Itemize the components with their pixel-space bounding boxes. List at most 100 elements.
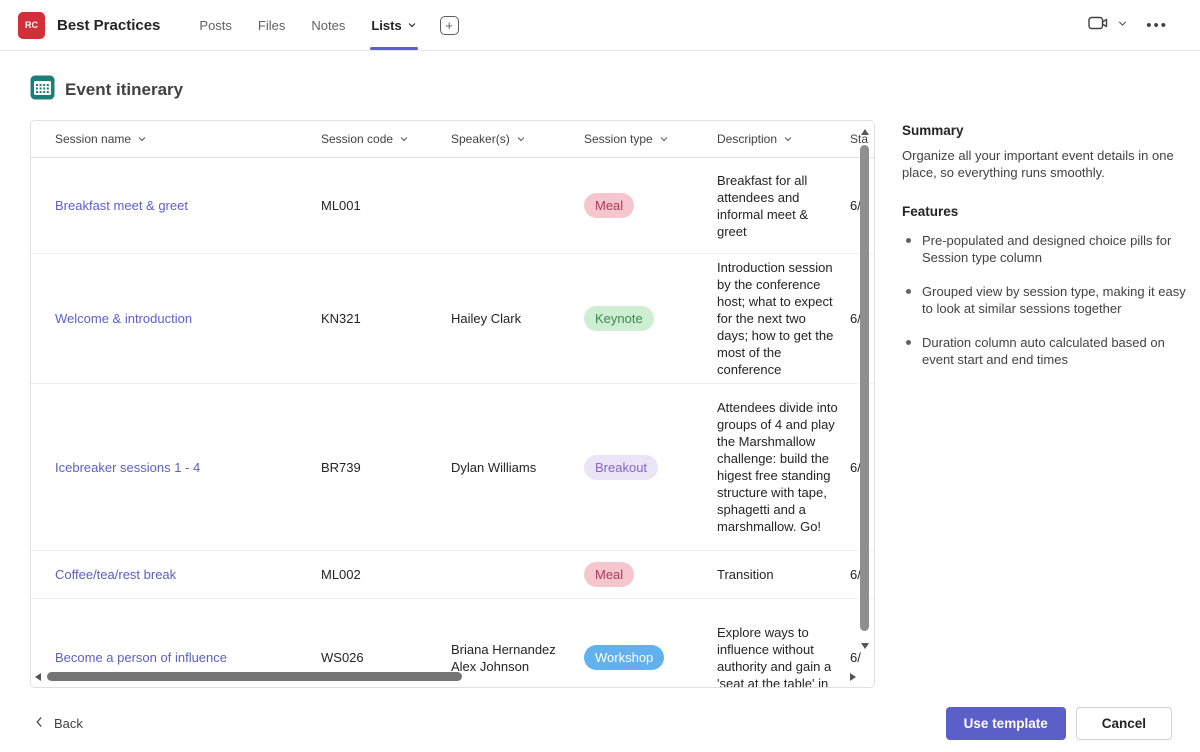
column-header-description[interactable]: Description (717, 132, 850, 146)
horizontal-scrollbar[interactable] (35, 671, 856, 683)
calendar-icon (30, 75, 55, 105)
table-row[interactable]: Breakfast meet & greet ML001 Meal Breakfast… (31, 158, 874, 254)
tab-label: Posts (199, 17, 232, 33)
cancel-button[interactable]: Cancel (1075, 706, 1172, 740)
feature-item: Duration column auto calculated based on… (902, 334, 1194, 368)
chevron-down-icon (659, 134, 669, 144)
tab-notes[interactable]: Notes (298, 0, 358, 50)
start-date-cell: 6/ (850, 459, 861, 475)
column-header-session-type[interactable]: Session type (584, 132, 717, 146)
start-date-cell: 6/ (850, 311, 861, 326)
table-row[interactable]: Become a person of influence WS026 Briana … (31, 599, 874, 688)
column-header-session-code[interactable]: Session code (321, 132, 451, 146)
column-header-session-name[interactable]: Session name (55, 132, 321, 146)
session-code-cell: ML001 (321, 198, 361, 213)
session-type-cell: Breakout (584, 454, 717, 480)
start-date-cell: 6/ (850, 198, 861, 213)
column-header-label: Session code (321, 132, 394, 146)
dialog-footer: Back Use template Cancel (0, 694, 1200, 752)
scroll-right-icon[interactable] (850, 673, 856, 681)
back-label: Back (54, 715, 83, 731)
column-header-sta[interactable]: Sta (850, 132, 874, 146)
summary-heading: Summary (902, 123, 964, 138)
speaker-name: Dylan Williams (451, 459, 537, 475)
session-type-pill: Keynote (584, 306, 654, 331)
chevron-down-icon[interactable] (1117, 16, 1128, 34)
column-header-label: Session type (584, 132, 653, 146)
session-code-cell: BR739 (321, 459, 361, 475)
scroll-left-icon[interactable] (35, 673, 41, 681)
session-type-pill: Meal (584, 193, 635, 218)
start-date-cell: 6/ (850, 650, 861, 665)
add-tab-button[interactable]: + (439, 15, 459, 35)
tab-label: Notes (311, 17, 346, 33)
session-name-link[interactable]: Breakfast meet & greet (55, 198, 188, 213)
chevron-down-icon (137, 134, 147, 144)
scroll-down-icon[interactable] (861, 643, 869, 649)
description-cell: Attendees divide into groups of 4 and pl… (717, 400, 838, 534)
chevron-down-icon (399, 134, 409, 144)
session-code-cell: WS026 (321, 650, 364, 665)
tab-label: Files (257, 17, 286, 33)
chevron-down-icon (783, 134, 793, 144)
column-header-speaker-s-[interactable]: Speaker(s) (451, 132, 584, 146)
description-cell: Introduction session by the conference h… (717, 260, 834, 377)
speakers-cell: Briana Hernandez Alex Johnson (451, 641, 584, 675)
more-options-icon[interactable]: ••• (1146, 16, 1168, 34)
session-type-pill: Workshop (584, 645, 665, 670)
vertical-scrollbar[interactable] (859, 127, 871, 665)
meet-button[interactable] (1088, 15, 1128, 36)
list-preview-table: Session name Session code Speaker(s) Sessio… (30, 120, 875, 688)
session-name-link[interactable]: Coffee/tea/rest break (55, 567, 177, 582)
feature-item: Pre-populated and designed choice pills … (902, 232, 1194, 266)
template-info-panel: Summary Organize all your important even… (902, 123, 1194, 385)
channel-tabs: Posts Files Notes Lists (186, 0, 429, 50)
chevron-down-icon (407, 20, 417, 30)
active-tab-underline (370, 47, 418, 50)
column-header-label: Sta (850, 132, 869, 146)
session-code-cell: ML002 (321, 567, 361, 582)
horizontal-scrollbar-thumb[interactable] (47, 672, 462, 681)
tab-lists[interactable]: Lists (358, 0, 429, 50)
description-cell: Breakfast for all attendees and informal… (717, 172, 809, 239)
column-header-label: Speaker(s) (451, 132, 510, 146)
feature-item: Grouped view by session type, making it … (902, 283, 1194, 317)
start-date-cell: 6/ (850, 567, 861, 582)
tab-label: Lists (371, 17, 402, 33)
description-cell: Explore ways to influence without author… (717, 624, 832, 688)
features-heading: Features (902, 204, 959, 219)
features-list: Pre-populated and designed choice pills … (902, 232, 1194, 368)
use-template-button[interactable]: Use template (945, 706, 1066, 740)
session-type-cell: Meal (584, 193, 717, 218)
session-type-pill: Breakout (584, 454, 659, 480)
session-type-cell: Keynote (584, 306, 717, 331)
chevron-down-icon (516, 134, 526, 144)
table-row[interactable]: Welcome & introduction KN321 Hailey Clark K… (31, 254, 874, 384)
speaker-name: Alex Johnson (451, 658, 530, 674)
column-header-label: Description (717, 132, 778, 146)
back-button[interactable]: Back (34, 716, 83, 731)
speakers-cell: Hailey Clark (451, 310, 584, 327)
speakers-cell: Dylan Williams (451, 459, 584, 476)
channel-title: Best Practices (57, 16, 161, 34)
channel-avatar[interactable]: RC (18, 11, 45, 39)
tab-files[interactable]: Files (245, 0, 298, 50)
scroll-up-icon[interactable] (861, 129, 869, 135)
session-code-cell: KN321 (321, 311, 361, 326)
table-header-row: Session name Session code Speaker(s) Sessio… (31, 121, 874, 158)
tab-posts[interactable]: Posts (186, 0, 245, 50)
session-name-link[interactable]: Welcome & introduction (55, 311, 193, 326)
speaker-name: Briana Hernandez (451, 641, 556, 657)
session-name-link[interactable]: Become a person of influence (55, 650, 227, 665)
speaker-name: Hailey Clark (451, 311, 522, 326)
table-row[interactable]: Icebreaker sessions 1 - 4 BR739 Dylan Will… (31, 384, 874, 551)
vertical-scrollbar-thumb[interactable] (860, 145, 869, 631)
page-title: Event itinerary (65, 80, 184, 99)
session-type-cell: Workshop (584, 645, 717, 670)
session-type-pill: Meal (584, 562, 635, 587)
table-row[interactable]: Coffee/tea/rest break ML002 Meal Transition… (31, 551, 874, 599)
video-camera-icon (1088, 15, 1109, 36)
column-header-label: Session name (55, 132, 132, 146)
session-name-link[interactable]: Icebreaker sessions 1 - 4 (55, 459, 201, 475)
summary-text: Organize all your important event detail… (902, 148, 1174, 180)
